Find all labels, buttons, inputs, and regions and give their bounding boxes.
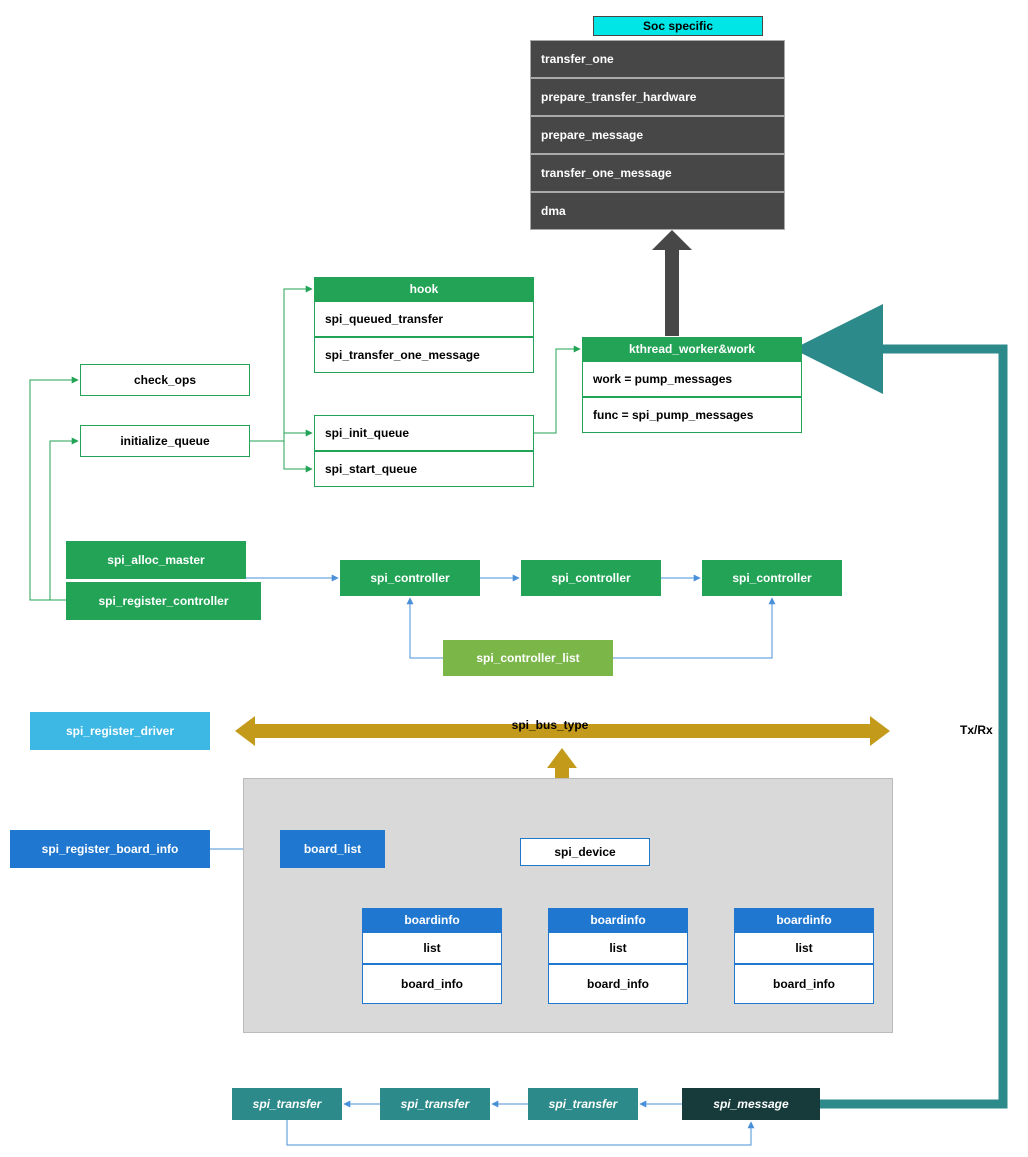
spi-device: spi_device — [520, 838, 650, 866]
soc-row-4: dma — [530, 192, 785, 230]
queue-row-1: spi_start_queue — [314, 451, 534, 487]
initialize-queue: initialize_queue — [80, 425, 250, 457]
spi-controller-2: spi_controller — [702, 560, 842, 596]
spi-transfer-1: spi_transfer — [380, 1088, 490, 1120]
kworker-header: kthread_worker&work — [582, 337, 802, 361]
spi-register-driver: spi_register_driver — [30, 712, 210, 750]
hook-row-1: spi_transfer_one_message — [314, 337, 534, 373]
boardinfo-2-0: list — [734, 932, 874, 964]
boardinfo-1-1: board_info — [548, 964, 688, 1004]
spi-transfer-2: spi_transfer — [528, 1088, 638, 1120]
boardinfo-0-h: boardinfo — [362, 908, 502, 932]
boardinfo-2-h: boardinfo — [734, 908, 874, 932]
txrx-label: Tx/Rx — [960, 723, 993, 737]
spi-message: spi_message — [682, 1088, 820, 1120]
spi-register-board-info: spi_register_board_info — [10, 830, 210, 868]
boardinfo-1-h: boardinfo — [548, 908, 688, 932]
spi-bus-type-label: spi_bus_type — [430, 718, 670, 732]
boardinfo-2-1: board_info — [734, 964, 874, 1004]
soc-row-2: prepare_message — [530, 116, 785, 154]
soc-row-1: prepare_transfer_hardware — [530, 78, 785, 116]
spi-controller-1: spi_controller — [521, 560, 661, 596]
boardinfo-1-0: list — [548, 932, 688, 964]
spi-controller-0: spi_controller — [340, 560, 480, 596]
spi-register-controller: spi_register_controller — [66, 582, 261, 620]
boardinfo-0-0: list — [362, 932, 502, 964]
hook-header: hook — [314, 277, 534, 301]
check-ops: check_ops — [80, 364, 250, 396]
spi-controller-list: spi_controller_list — [443, 640, 613, 676]
boardinfo-0-1: board_info — [362, 964, 502, 1004]
soc-row-3: transfer_one_message — [530, 154, 785, 192]
kworker-row-1: func = spi_pump_messages — [582, 397, 802, 433]
soc-header: Soc specific — [593, 16, 763, 36]
board-list: board_list — [280, 830, 385, 868]
hook-row-0: spi_queued_transfer — [314, 301, 534, 337]
queue-row-0: spi_init_queue — [314, 415, 534, 451]
spi-alloc-master: spi_alloc_master — [66, 541, 246, 579]
soc-row-0: transfer_one — [530, 40, 785, 78]
kworker-row-0: work = pump_messages — [582, 361, 802, 397]
spi-transfer-0: spi_transfer — [232, 1088, 342, 1120]
